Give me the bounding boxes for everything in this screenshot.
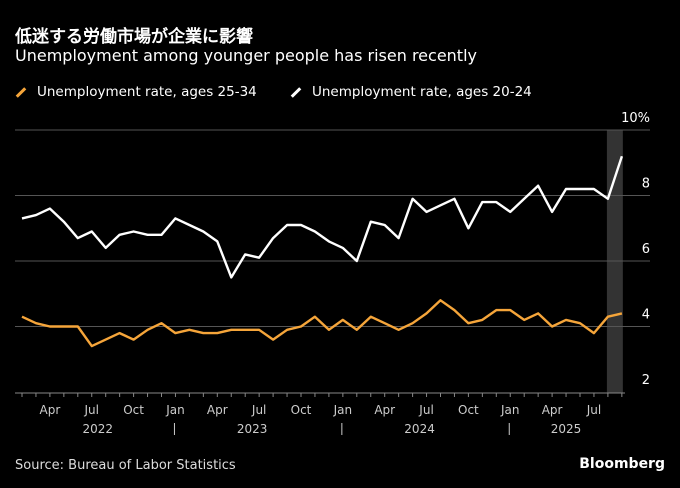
legend-label: Unemployment rate, ages 25-34 bbox=[37, 84, 257, 100]
legend-label: Unemployment rate, ages 20-24 bbox=[312, 84, 532, 100]
year-label: 2022 bbox=[82, 422, 113, 436]
x-tick-label: Apr bbox=[542, 403, 563, 417]
y-tick-label: 4 bbox=[642, 308, 650, 323]
source-note: Source: Bureau of Labor Statistics bbox=[15, 458, 236, 473]
y-tick-label: 10% bbox=[621, 111, 650, 126]
x-tick-label: Apr bbox=[40, 403, 61, 417]
x-tick-label: Apr bbox=[374, 403, 395, 417]
x-tick-label: Jul bbox=[84, 403, 99, 417]
chart-title: 低迷する労働市場が企業に影響 bbox=[15, 27, 253, 47]
x-tick-label: Jan bbox=[165, 403, 185, 417]
y-tick-label: 2 bbox=[642, 373, 650, 388]
x-tick-label: Oct bbox=[123, 403, 144, 417]
chart-subtitle: Unemployment among younger people has ri… bbox=[15, 46, 477, 65]
bloomberg-logo: Bloomberg bbox=[579, 456, 665, 472]
x-tick-label: Jul bbox=[586, 403, 601, 417]
x-tick-label: Jan bbox=[333, 403, 353, 417]
x-tick-label: Jul bbox=[251, 403, 266, 417]
y-tick-label: 8 bbox=[642, 177, 650, 192]
series-line-ages-20-24 bbox=[21, 155, 624, 279]
x-tick-label: Oct bbox=[458, 403, 479, 417]
y-tick-label: 6 bbox=[642, 242, 650, 257]
x-tick-label: Jan bbox=[500, 403, 520, 417]
year-label: 2025 bbox=[551, 422, 582, 436]
x-tick-label: Apr bbox=[207, 403, 228, 417]
legend-item-20-24: Unemployment rate, ages 20-24 bbox=[290, 84, 532, 100]
x-tick-label: Jul bbox=[418, 403, 433, 417]
year-label: 2023 bbox=[237, 422, 268, 436]
x-tick-label: Oct bbox=[291, 403, 312, 417]
legend-item-25-34: Unemployment rate, ages 25-34 bbox=[15, 84, 257, 100]
series-line-ages-25-34 bbox=[21, 299, 623, 348]
year-label: 2024 bbox=[404, 422, 435, 436]
